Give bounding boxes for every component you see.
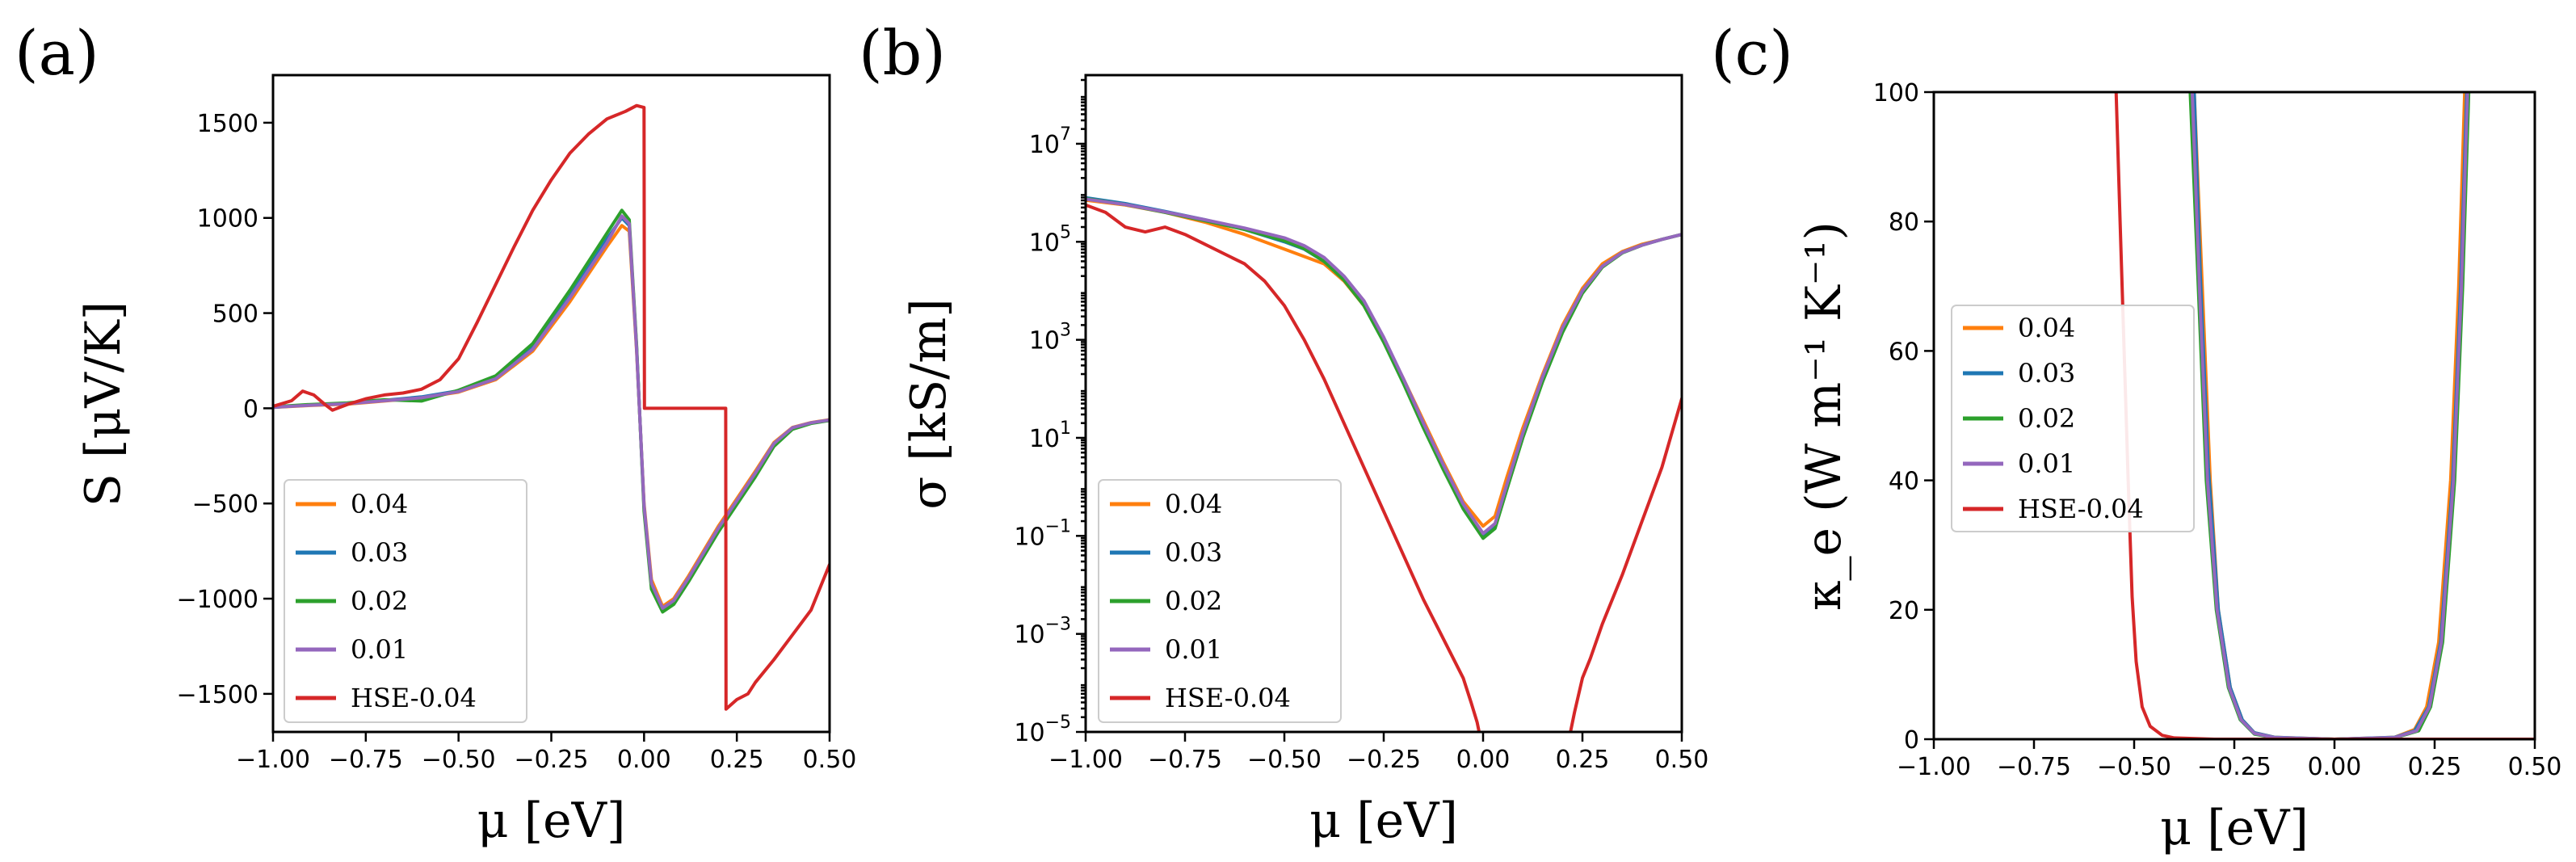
y-tick-label: 1000 [197, 205, 258, 233]
x-tick-label: 0.50 [2508, 753, 2562, 781]
x-tick-label: −1.00 [1048, 746, 1123, 774]
legend: 0.04 0.03 0.02 0.01 HSE-0.04 [1098, 479, 1342, 723]
y-tick-label: 103 [1029, 321, 1071, 355]
legend-entry: 0.04 [1165, 489, 1222, 519]
x-tick-label: −0.25 [515, 746, 589, 774]
legend-entry: 0.02 [2018, 403, 2075, 434]
series-line-0-02 [2188, 92, 2471, 739]
series-line-0-01 [1086, 197, 1682, 536]
legend: 0.04 0.03 0.02 0.01 HSE-0.04 [284, 479, 527, 723]
panel-label: (b) [859, 17, 946, 89]
y-tick-label: 20 [1889, 597, 1919, 625]
legend-entry: 0.04 [2018, 313, 2075, 343]
y-tick-label: 100 [1873, 79, 1919, 107]
series-line-0-04 [2192, 92, 2467, 739]
y-axis-label: S [μV/K] [75, 301, 132, 507]
x-tick-label: 0.50 [1655, 746, 1709, 774]
series-line-hse-0-04 [1569, 397, 1682, 732]
x-tick-label: −1.00 [236, 746, 310, 774]
legend-entry: HSE-0.04 [2018, 494, 2144, 524]
legend-entry: 0.01 [1165, 634, 1222, 665]
y-tick-label: −1000 [177, 586, 258, 614]
y-tick-label: 40 [1889, 468, 1919, 496]
y-tick-label: 500 [212, 301, 258, 329]
x-tick-label: −0.50 [2097, 753, 2171, 781]
x-tick-label: 0.25 [1556, 746, 1610, 774]
series-line-0-04 [1086, 198, 1682, 528]
x-tick-label: −0.75 [329, 746, 403, 774]
y-tick-label: 10−1 [1014, 516, 1071, 551]
panel-label: (a) [15, 17, 99, 89]
legend-entry: 0.03 [1165, 537, 1222, 568]
y-axis-label: κ_e (W m⁻¹ K⁻¹) [1796, 221, 1852, 611]
legend-entry: 0.02 [1165, 586, 1222, 616]
y-tick-label: 0 [243, 395, 258, 423]
legend-entry: HSE-0.04 [1165, 683, 1291, 713]
x-tick-label: −0.25 [2197, 753, 2271, 781]
legend: 0.04 0.03 0.02 0.01 HSE-0.04 [1951, 305, 2195, 532]
x-tick-label: −0.50 [422, 746, 496, 774]
legend-entry: 0.03 [351, 537, 408, 568]
panel-b: (b) −1.00 −0.75 −0.50 −0.25 0.00 0.25 0.50 10−5 1… [859, 17, 1708, 849]
series-line-hse-0-04 [1086, 203, 1481, 732]
series-group [273, 103, 830, 711]
y-tick-label: 80 [1889, 208, 1919, 237]
y-tick-label: 101 [1029, 418, 1071, 453]
y-tick-label: 105 [1029, 222, 1071, 257]
y-tick-label: 0 [1904, 726, 1919, 755]
x-axis-label: μ [eV] [1309, 793, 1458, 849]
y-tick-label: 10−3 [1014, 615, 1071, 650]
panel-a: (a) −1.00 −0.75 −0.50 −0.25 0.00 0.25 0.50 −1500… [15, 17, 856, 849]
legend-entry: 0.03 [2018, 358, 2075, 389]
x-tick-label: −0.25 [1347, 746, 1421, 774]
panel-c: (c) −1.00 −0.75 −0.50 −0.25 0.00 0.25 0.50 0 20 40… [1711, 17, 2561, 856]
legend-box [284, 479, 527, 723]
legend-entry: 0.01 [351, 634, 408, 665]
series-line-0-01 [2190, 92, 2469, 739]
x-axis-label: μ [eV] [2160, 800, 2309, 856]
x-tick-label: 0.00 [617, 746, 671, 774]
legend-entry: 0.02 [351, 586, 408, 616]
x-tick-label: 0.00 [2308, 753, 2362, 781]
y-tick-label: 60 [1889, 338, 1919, 366]
x-tick-label: −0.50 [1247, 746, 1322, 774]
x-tick-label: 0.00 [1456, 746, 1511, 774]
legend-entry: 0.01 [2018, 448, 2075, 479]
x-tick-label: −0.75 [1997, 753, 2071, 781]
y-tick-label: 1500 [197, 110, 258, 138]
legend-box [1951, 305, 2195, 532]
y-tick-label: 107 [1029, 124, 1071, 159]
series-line-hse-0-04 [273, 103, 830, 711]
series-line-0-01 [273, 214, 830, 610]
legend-entry: 0.04 [351, 489, 408, 519]
series-line-0-03 [2192, 92, 2469, 739]
y-tick-label: −500 [192, 490, 258, 519]
legend-entry: HSE-0.04 [351, 683, 477, 713]
x-tick-label: −0.75 [1148, 746, 1222, 774]
panel-label: (c) [1711, 17, 1793, 89]
x-tick-label: −1.00 [1897, 753, 1971, 781]
x-tick-label: 0.25 [2408, 753, 2462, 781]
x-axis-label: μ [eV] [477, 793, 626, 849]
series-group [1086, 196, 1682, 732]
y-tick-label: 10−5 [1014, 713, 1071, 747]
x-tick-label: 0.50 [803, 746, 857, 774]
y-axis-label: σ [kS/m] [901, 298, 957, 509]
y-tick-label: −1500 [177, 681, 258, 709]
x-tick-label: 0.25 [710, 746, 764, 774]
legend-box [1098, 479, 1342, 723]
